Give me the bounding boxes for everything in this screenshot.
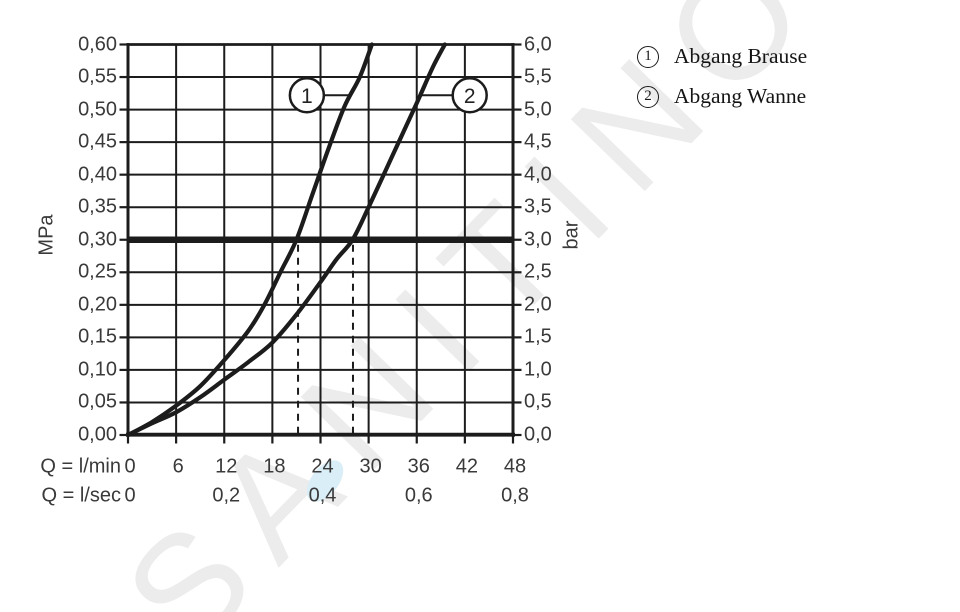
svg-text:2: 2 xyxy=(464,85,476,108)
x-axis-row1-label: Q = l/min xyxy=(40,455,121,478)
legend-label-brause: Abgang Brause xyxy=(674,44,808,68)
x-axis-row2-label: Q = l/sec xyxy=(41,484,121,507)
axis-ticks xyxy=(119,43,522,444)
curve-series-1 xyxy=(125,42,374,438)
legend-symbol-2-icon: 2 xyxy=(637,85,659,108)
curve-annotation-1: 1 xyxy=(288,77,351,114)
legend-item-wanne: 2 Abgang Wanne xyxy=(637,84,807,109)
y-axis-right-unit-label: bar xyxy=(560,220,583,250)
legend-symbol-1-icon: 1 xyxy=(637,45,659,68)
legend: 1 Abgang Brause 2 Abgang Wanne xyxy=(637,44,807,124)
svg-text:1: 1 xyxy=(301,85,313,108)
y-axis-left-unit-label: MPa xyxy=(35,214,58,256)
curve-series-2 xyxy=(125,42,447,438)
legend-item-brause: 1 Abgang Brause xyxy=(637,44,807,69)
curve-annotation-2: 2 xyxy=(420,77,488,114)
guide-droplines xyxy=(297,244,354,434)
legend-label-wanne: Abgang Wanne xyxy=(674,84,807,108)
